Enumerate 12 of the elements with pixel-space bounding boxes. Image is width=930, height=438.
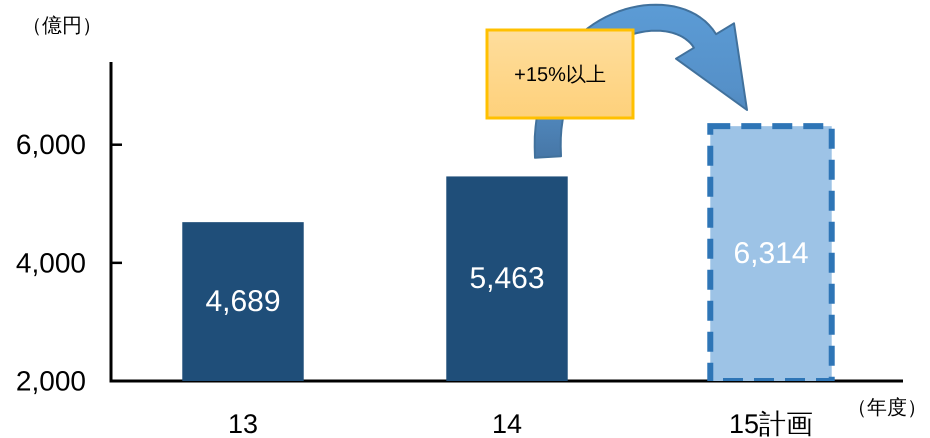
x-tick-label: 13 (228, 409, 258, 438)
annotation: +15%以上 (514, 64, 606, 86)
data-label: 5,463 (469, 262, 545, 296)
data-label: 4,689 (205, 285, 281, 318)
y-tick-label: 2,000 (16, 366, 86, 396)
x-tick-label: 15計画 (728, 409, 814, 438)
y-tick-label: 4,000 (16, 247, 86, 278)
data-label: 6,314 (733, 237, 809, 270)
x-tick-label: 14 (492, 409, 522, 438)
x-axis-title: （年度） (847, 397, 927, 419)
y-tick-label: 6,000 (16, 129, 86, 160)
y-axis-title: （億円） (22, 15, 102, 37)
